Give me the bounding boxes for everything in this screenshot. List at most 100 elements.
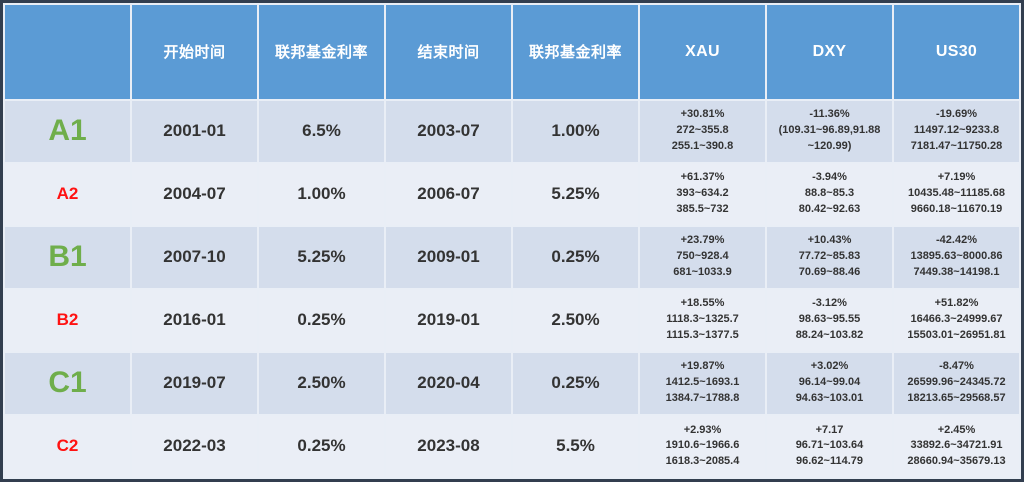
xau-range-1: 750~928.4	[676, 250, 729, 263]
dxy-change-pct: +3.02%	[810, 360, 849, 373]
xau-range-2: 681~1033.9	[673, 266, 732, 279]
dxy-range-2: 94.63~103.01	[795, 392, 864, 405]
cell-us30: +7.19% 10435.48~11185.68 9660.18~11670.1…	[894, 163, 1019, 225]
header-row: 开始时间 联邦基金利率 结束时间 联邦基金利率 XAU DXY US30	[5, 5, 1019, 99]
cell-start-time: 2019-07	[132, 352, 257, 414]
xau-range-2: 255.1~390.8	[671, 140, 734, 153]
us30-change-pct: -42.42%	[936, 234, 977, 247]
cell-dxy: +10.43% 77.72~85.83 70.69~88.46	[767, 226, 892, 288]
row-label: A1	[5, 100, 130, 162]
cell-end-time: 2023-08	[386, 415, 511, 477]
xau-range-2: 1618.3~2085.4	[665, 455, 740, 468]
table-row-a1: A1 2001-01 6.5% 2003-07 1.00% +30.81% 27…	[5, 100, 1019, 162]
xau-change-pct: +30.81%	[680, 108, 725, 121]
row-label: C1	[5, 352, 130, 414]
row-label: A2	[5, 163, 130, 225]
header-cell-fed-rate-start: 联邦基金利率	[259, 5, 384, 99]
xau-change-pct: +18.55%	[680, 297, 725, 310]
cell-xau: +19.87% 1412.5~1693.1 1384.7~1788.8	[640, 352, 765, 414]
table-row-b2: B2 2016-01 0.25% 2019-01 2.50% +18.55% 1…	[5, 289, 1019, 351]
us30-range-1: 10435.48~11185.68	[908, 187, 1005, 200]
cell-fed-rate-start: 0.25%	[259, 289, 384, 351]
row-label: C2	[5, 415, 130, 477]
us30-range-1: 13895.63~8000.86	[910, 250, 1003, 263]
xau-range-1: 272~355.8	[676, 124, 729, 137]
cell-xau: +23.79% 750~928.4 681~1033.9	[640, 226, 765, 288]
us30-change-pct: -8.47%	[939, 360, 974, 373]
cell-fed-rate-start: 5.25%	[259, 226, 384, 288]
dxy-change-pct: +10.43%	[807, 234, 852, 247]
cell-fed-rate-start: 0.25%	[259, 415, 384, 477]
cell-fed-rate-end: 1.00%	[513, 100, 638, 162]
cell-start-time: 2007-10	[132, 226, 257, 288]
cell-us30: -19.69% 11497.12~9233.8 7181.47~11750.28	[894, 100, 1019, 162]
us30-change-pct: +51.82%	[934, 297, 979, 310]
cell-xau: +30.81% 272~355.8 255.1~390.8	[640, 100, 765, 162]
us30-range-1: 11497.12~9233.8	[913, 124, 1000, 137]
cell-dxy: +3.02% 96.14~99.04 94.63~103.01	[767, 352, 892, 414]
dxy-range-1: 96.71~103.64	[795, 439, 864, 452]
xau-range-1: 393~634.2	[676, 187, 729, 200]
us30-range-2: 7181.47~11750.28	[910, 140, 1003, 153]
dxy-range-1: 88.8~85.3	[804, 187, 855, 200]
us30-range-1: 26599.96~24345.72	[907, 376, 1006, 389]
cell-us30: -42.42% 13895.63~8000.86 7449.38~14198.1	[894, 226, 1019, 288]
cell-dxy: +7.17 96.71~103.64 96.62~114.79	[767, 415, 892, 477]
dxy-range-1: 77.72~85.83	[798, 250, 861, 263]
cell-us30: -8.47% 26599.96~24345.72 18213.65~29568.…	[894, 352, 1019, 414]
header-cell-row-label	[5, 5, 130, 99]
cell-fed-rate-start: 2.50%	[259, 352, 384, 414]
us30-change-pct: +2.45%	[937, 423, 976, 436]
us30-range-1: 16466.3~24999.67	[910, 313, 1003, 326]
cell-fed-rate-end: 0.25%	[513, 352, 638, 414]
cell-fed-rate-end: 5.5%	[513, 415, 638, 477]
cell-fed-rate-end: 5.25%	[513, 163, 638, 225]
us30-change-pct: +7.19%	[937, 171, 976, 184]
cell-dxy: -3.12% 98.63~95.55 88.24~103.82	[767, 289, 892, 351]
rate-cycle-table: 开始时间 联邦基金利率 结束时间 联邦基金利率 XAU DXY US30 A1 …	[3, 3, 1021, 479]
cell-us30: +2.45% 33892.6~34721.91 28660.94~35679.1…	[894, 415, 1019, 477]
cell-start-time: 2001-01	[132, 100, 257, 162]
us30-change-pct: -19.69%	[936, 108, 977, 121]
cell-fed-rate-start: 1.00%	[259, 163, 384, 225]
cell-xau: +61.37% 393~634.2 385.5~732	[640, 163, 765, 225]
cell-end-time: 2003-07	[386, 100, 511, 162]
us30-range-1: 33892.6~34721.91	[910, 439, 1003, 452]
us30-range-2: 9660.18~11670.19	[910, 203, 1003, 216]
dxy-range-2: 70.69~88.46	[798, 266, 861, 279]
cell-xau: +18.55% 1118.3~1325.7 1115.3~1377.5	[640, 289, 765, 351]
us30-range-2: 15503.01~26951.81	[907, 329, 1006, 342]
cell-end-time: 2009-01	[386, 226, 511, 288]
xau-range-1: 1910.6~1966.6	[665, 439, 740, 452]
dxy-change-pct: +7.17	[815, 423, 844, 436]
dxy-range-2: 80.42~92.63	[798, 203, 861, 216]
xau-change-pct: +23.79%	[680, 234, 725, 247]
dxy-change-pct: -11.36%	[809, 108, 850, 121]
dxy-change-pct: -3.94%	[812, 171, 847, 184]
cell-start-time: 2016-01	[132, 289, 257, 351]
header-cell-start-time: 开始时间	[132, 5, 257, 99]
row-label: B2	[5, 289, 130, 351]
cell-fed-rate-end: 0.25%	[513, 226, 638, 288]
xau-change-pct: +19.87%	[680, 360, 725, 373]
us30-range-2: 18213.65~29568.57	[907, 392, 1006, 405]
table-row-b1: B1 2007-10 5.25% 2009-01 0.25% +23.79% 7…	[5, 226, 1019, 288]
xau-range-2: 1384.7~1788.8	[665, 392, 740, 405]
dxy-change-pct: -3.12%	[812, 297, 847, 310]
xau-change-pct: +2.93%	[683, 423, 722, 436]
dxy-range-1: 98.63~95.55	[798, 313, 861, 326]
header-cell-fed-rate-end: 联邦基金利率	[513, 5, 638, 99]
table-row-a2: A2 2004-07 1.00% 2006-07 5.25% +61.37% 3…	[5, 163, 1019, 225]
dxy-range-1: (109.31~96.89,91.88	[778, 124, 881, 137]
dxy-range-2: 88.24~103.82	[795, 329, 864, 342]
table-row-c1: C1 2019-07 2.50% 2020-04 0.25% +19.87% 1…	[5, 352, 1019, 414]
cell-fed-rate-end: 2.50%	[513, 289, 638, 351]
us30-range-2: 7449.38~14198.1	[913, 266, 1000, 279]
header-cell-xau: XAU	[640, 5, 765, 99]
cell-start-time: 2004-07	[132, 163, 257, 225]
us30-range-2: 28660.94~35679.13	[907, 455, 1006, 468]
row-label: B1	[5, 226, 130, 288]
cell-dxy: -11.36% (109.31~96.89,91.88 ~120.99)	[767, 100, 892, 162]
dxy-range-2: 96.62~114.79	[796, 455, 863, 468]
